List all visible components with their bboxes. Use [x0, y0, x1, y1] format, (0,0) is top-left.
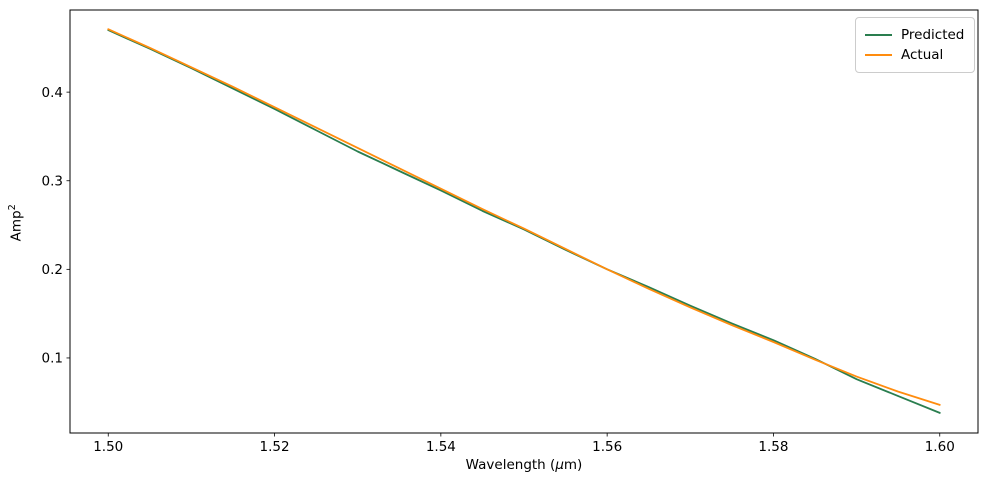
x-tick-label: 1.52 — [260, 439, 290, 455]
y-tick-label: 0.3 — [42, 173, 63, 189]
x-tick-label: 1.50 — [93, 439, 123, 455]
legend-label-predicted: Predicted — [901, 27, 965, 43]
x-axis-label-text: Wavelength ( — [465, 457, 556, 473]
legend-item-predicted: Predicted — [865, 25, 964, 45]
x-tick-label: 1.54 — [426, 439, 456, 455]
legend: Predicted Actual — [855, 17, 975, 73]
y-tick-label: 0.1 — [42, 351, 63, 367]
y-axis-label-exponent: 2 — [6, 204, 18, 211]
x-tick-label: 1.58 — [758, 439, 788, 455]
y-tick-label: 0.2 — [42, 262, 63, 278]
x-axis-label-unit: m) — [563, 457, 583, 473]
y-tick-label: 0.4 — [42, 85, 63, 101]
plot-border — [69, 9, 979, 434]
actual-line-swatch — [865, 54, 892, 56]
predicted-line-swatch — [865, 34, 892, 36]
y-axis-label-text: Amp — [8, 210, 25, 242]
actual-line — [107, 28, 941, 406]
x-tick-label: 1.60 — [925, 439, 955, 455]
x-tick-label: 1.56 — [592, 439, 622, 455]
legend-label-actual: Actual — [901, 47, 944, 63]
mu-symbol: μ — [555, 457, 564, 473]
x-axis-label: Wavelength (μm) — [70, 457, 978, 473]
legend-item-actual: Actual — [865, 45, 964, 65]
y-axis-label: Amp2 — [7, 11, 25, 434]
